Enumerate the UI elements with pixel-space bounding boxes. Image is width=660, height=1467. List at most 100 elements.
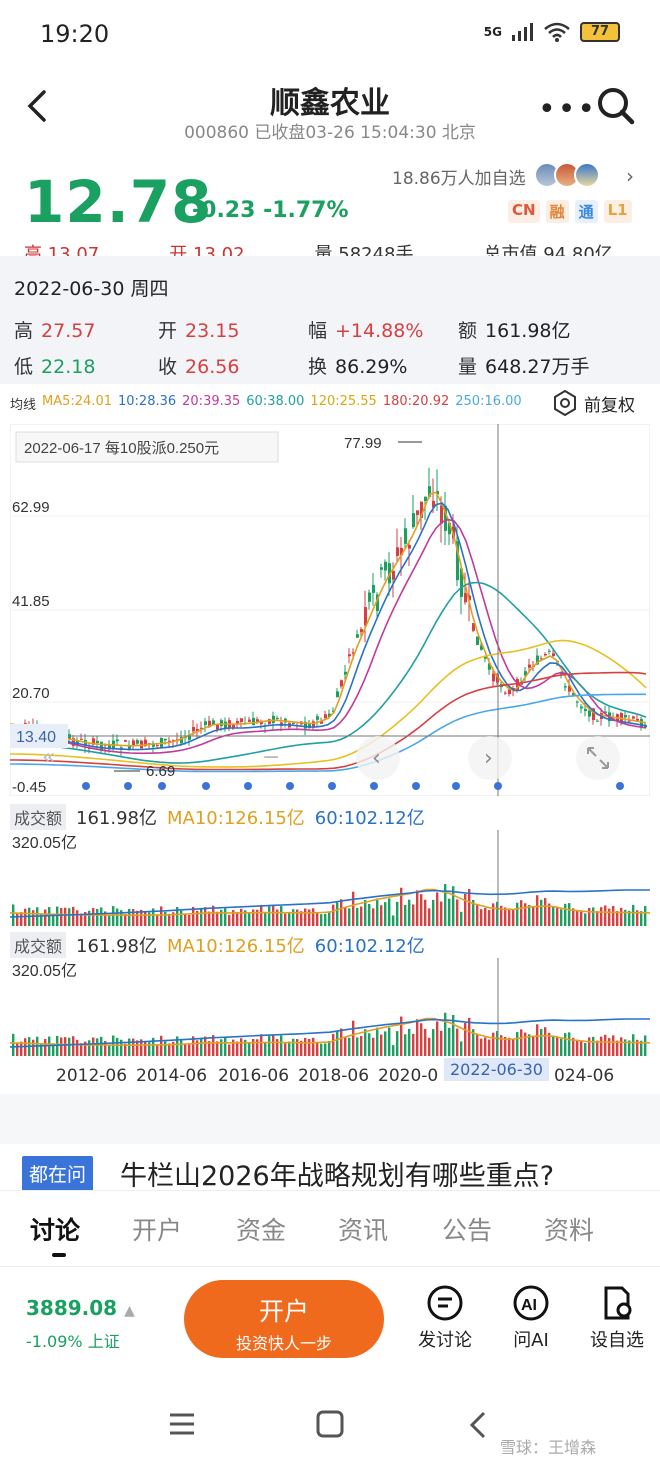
open-account-button[interactable]: 开户 投资快人一步 — [184, 1280, 384, 1358]
adjust-selector[interactable]: 前复权 — [552, 390, 635, 416]
volume-bar — [540, 899, 543, 926]
volume-bar — [192, 906, 195, 926]
volume-bar — [256, 909, 259, 926]
volume-bar — [588, 907, 591, 926]
candle-body — [564, 686, 567, 688]
volume-bar — [184, 1044, 187, 1056]
volume-bar — [520, 1029, 523, 1056]
volume-bar — [224, 1037, 227, 1056]
volume-bar — [428, 908, 431, 926]
next-icon[interactable]: › — [484, 746, 493, 771]
index-value-text: 3889.08 — [26, 1296, 118, 1320]
summary-mktcap: 总市值 94.80亿 — [483, 244, 613, 256]
tab-open-account[interactable]: 开户 — [132, 1216, 183, 1245]
volume-bar — [180, 910, 183, 926]
volume-bar — [72, 1036, 75, 1056]
prev-icon[interactable]: ‹ — [372, 746, 381, 771]
rewind-icon[interactable]: « — [42, 745, 55, 770]
volume-bar — [424, 1028, 427, 1056]
menu-icon[interactable] — [168, 1412, 196, 1436]
candle-body — [480, 645, 483, 650]
volume-bar — [212, 1035, 215, 1056]
volume-bar — [208, 911, 211, 926]
volume-bar — [64, 907, 67, 926]
volume-bar — [60, 908, 63, 926]
volume-chart-1[interactable]: 320.05亿 — [10, 830, 650, 926]
volume-bar — [96, 908, 99, 926]
volume-bar — [556, 907, 559, 926]
kline-chart[interactable]: 2022-06-17 每10股派0.250元 62.99 41.85 20.70… — [10, 424, 650, 796]
zoom-out-icon[interactable]: − — [262, 745, 280, 770]
index-value[interactable]: 3889.08 ▲ — [26, 1296, 135, 1320]
chevron-right-icon[interactable]: › — [626, 164, 634, 188]
volume-bar — [120, 1039, 123, 1056]
watchlist-add-icon — [604, 1286, 632, 1320]
volume-bar — [72, 906, 75, 926]
candle-body — [488, 663, 491, 670]
watchers-count[interactable]: 18.86万人加自选 — [392, 169, 526, 189]
volume-bar — [264, 912, 267, 926]
volume-bar — [148, 1042, 151, 1056]
tab-discussion[interactable]: 讨论 — [30, 1216, 81, 1245]
volume-bar — [568, 1032, 571, 1056]
candle-body — [396, 547, 399, 556]
volume-ma60: 60:102.12亿 — [314, 936, 425, 957]
candle-body — [180, 737, 183, 744]
home-icon[interactable] — [316, 1410, 344, 1438]
post-discussion-button[interactable]: 发讨论 — [410, 1284, 480, 1352]
fullscreen-icon[interactable] — [576, 736, 620, 780]
min-price-label: 6.69 — [146, 763, 175, 780]
tab-announcements[interactable]: 公告 — [442, 1216, 493, 1245]
candle-body — [308, 723, 311, 729]
volume-chart-2[interactable]: 320.05亿 — [10, 958, 650, 1056]
volume-bar — [268, 906, 271, 926]
search-icon[interactable] — [596, 86, 636, 126]
crosshair-date: 2022-06-30 — [444, 1058, 549, 1081]
candle-body — [536, 655, 539, 665]
volume-bar — [256, 1039, 259, 1056]
volume-bar — [436, 892, 439, 926]
candle-body — [96, 740, 99, 744]
volume-bar — [308, 909, 311, 926]
back-icon[interactable] — [22, 88, 50, 124]
candle-body — [404, 528, 407, 544]
index-change: -1.09% 上证 — [26, 1332, 120, 1351]
nav-back-icon[interactable] — [468, 1410, 488, 1440]
volume-bar — [148, 912, 151, 926]
volume-bar — [516, 1032, 519, 1056]
watcher-avatars[interactable] — [534, 162, 600, 188]
volume-bar — [608, 908, 611, 926]
volume-tag[interactable]: 成交额 — [10, 932, 67, 958]
volume-tag[interactable]: 成交额 — [10, 804, 67, 830]
volume-bar — [600, 1036, 603, 1056]
adjust-label: 前复权 — [584, 395, 635, 416]
info-amp: 幅 +14.88% — [308, 316, 423, 343]
candle-body — [632, 716, 635, 719]
candle-body — [188, 734, 191, 740]
question-text[interactable]: 牛栏山2026年战略规划有哪些重点? — [120, 1161, 555, 1192]
max-price-label: 77.99 — [344, 435, 382, 452]
ask-ai-button[interactable]: AI 问AI — [496, 1284, 566, 1352]
more-icon[interactable]: ••• — [538, 92, 598, 127]
volume-bar — [88, 910, 91, 926]
tab-funds[interactable]: 资金 — [236, 1216, 287, 1245]
volume-bar — [480, 1038, 483, 1056]
ma60-value: 60:38.00 — [246, 394, 305, 409]
volume-bar — [200, 908, 203, 926]
volume-bar — [212, 905, 215, 926]
battery-icon: 77 — [580, 22, 620, 42]
volume-bar — [116, 908, 119, 926]
info-open: 开 23.15 — [158, 316, 239, 343]
add-watchlist-button[interactable]: 设自选 — [582, 1284, 652, 1352]
tab-profile[interactable]: 资料 — [544, 1216, 595, 1245]
triangle-up-icon: ▲ — [124, 1303, 135, 1319]
ma-line — [10, 502, 647, 751]
tab-news[interactable]: 资讯 — [338, 1216, 389, 1245]
candle-body — [448, 522, 451, 535]
section-divider — [0, 1094, 660, 1144]
watermark: 雪球：王增森 — [500, 1438, 597, 1457]
volume-bar — [392, 1045, 395, 1056]
volume-bar — [532, 1035, 535, 1056]
candle-body — [436, 491, 439, 495]
candle-body — [456, 541, 459, 581]
